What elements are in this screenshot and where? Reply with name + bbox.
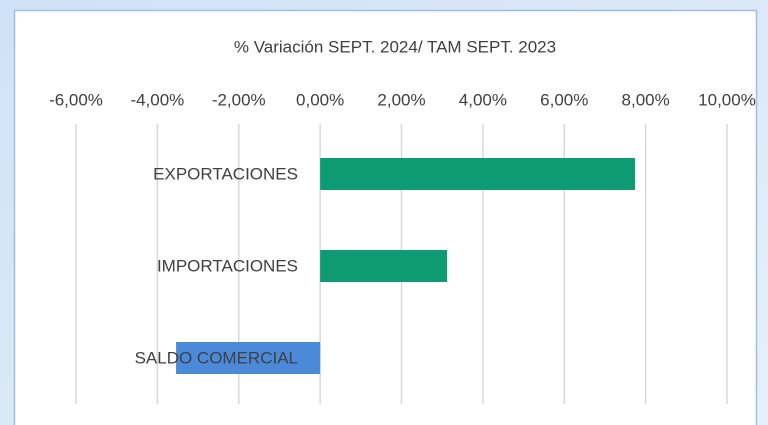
x-tick-label: -6,00% <box>49 90 103 109</box>
y-tick-label: IMPORTACIONES <box>157 256 298 275</box>
bar <box>176 342 321 374</box>
x-tick-label: 8,00% <box>622 90 670 109</box>
x-tick-label: 0,00% <box>296 90 344 109</box>
x-tick-label: 6,00% <box>540 90 588 109</box>
x-tick-label: -2,00% <box>212 90 266 109</box>
chart-title: % Variación SEPT. 2024/ TAM SEPT. 2023 <box>234 37 556 56</box>
bar <box>320 158 636 190</box>
bar <box>320 250 448 282</box>
x-tick-label: -4,00% <box>130 90 184 109</box>
x-tick-label: 4,00% <box>459 90 507 109</box>
x-tick-label: 2,00% <box>377 90 425 109</box>
chart-panel <box>13 9 758 425</box>
x-tick-label: 10,00% <box>698 90 756 109</box>
y-tick-label: EXPORTACIONES <box>153 164 298 183</box>
y-tick-label: SALDO COMERCIAL <box>135 348 298 367</box>
